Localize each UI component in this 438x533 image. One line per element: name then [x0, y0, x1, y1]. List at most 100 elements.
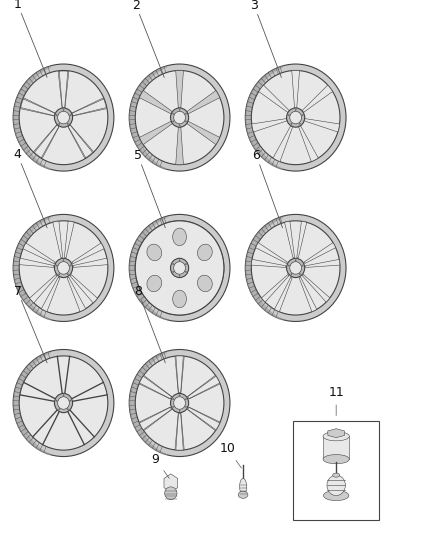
Ellipse shape [59, 409, 60, 410]
Ellipse shape [240, 479, 247, 495]
Ellipse shape [291, 273, 292, 274]
Text: 6: 6 [252, 149, 283, 228]
Polygon shape [68, 125, 93, 158]
Polygon shape [175, 356, 184, 392]
Polygon shape [176, 70, 184, 108]
Ellipse shape [13, 64, 114, 171]
Ellipse shape [333, 473, 340, 477]
Ellipse shape [54, 108, 73, 127]
Text: 10: 10 [220, 442, 241, 468]
Polygon shape [29, 274, 57, 303]
Ellipse shape [173, 406, 174, 407]
Ellipse shape [58, 262, 69, 274]
Text: 3: 3 [250, 0, 281, 77]
Polygon shape [259, 85, 290, 112]
Polygon shape [299, 126, 318, 161]
Ellipse shape [288, 115, 290, 116]
Polygon shape [175, 414, 184, 450]
Ellipse shape [286, 108, 305, 127]
Ellipse shape [67, 123, 68, 124]
Polygon shape [285, 221, 294, 257]
Ellipse shape [70, 115, 71, 116]
Polygon shape [303, 274, 330, 302]
Text: 5: 5 [134, 149, 165, 228]
Polygon shape [19, 258, 54, 268]
Polygon shape [328, 429, 345, 438]
Ellipse shape [19, 70, 108, 165]
Ellipse shape [286, 259, 305, 278]
Ellipse shape [185, 263, 187, 265]
Ellipse shape [129, 64, 230, 171]
Ellipse shape [170, 259, 189, 278]
Polygon shape [297, 221, 307, 257]
Polygon shape [72, 243, 104, 264]
Text: 1: 1 [14, 0, 47, 77]
Polygon shape [187, 375, 220, 399]
Polygon shape [304, 118, 339, 132]
Polygon shape [256, 243, 287, 263]
Ellipse shape [147, 275, 162, 292]
Bar [323, 436, 350, 459]
Ellipse shape [58, 111, 69, 124]
Ellipse shape [323, 432, 350, 441]
Ellipse shape [70, 265, 71, 266]
Polygon shape [58, 71, 69, 108]
Polygon shape [187, 91, 220, 114]
Polygon shape [299, 277, 317, 312]
Ellipse shape [56, 265, 57, 266]
Ellipse shape [291, 123, 292, 124]
Bar [293, 421, 379, 520]
Ellipse shape [179, 410, 180, 411]
Ellipse shape [19, 221, 108, 315]
Text: 7: 7 [14, 285, 47, 363]
Ellipse shape [245, 64, 346, 171]
Ellipse shape [179, 109, 180, 110]
Ellipse shape [59, 273, 60, 274]
Ellipse shape [58, 397, 69, 409]
Text: 11: 11 [328, 386, 344, 416]
Polygon shape [164, 474, 178, 492]
Polygon shape [273, 126, 293, 161]
Ellipse shape [56, 115, 57, 116]
Ellipse shape [290, 111, 301, 124]
Polygon shape [41, 277, 60, 312]
Polygon shape [64, 221, 74, 257]
Ellipse shape [174, 111, 185, 124]
Polygon shape [73, 258, 108, 268]
Polygon shape [302, 85, 332, 112]
Ellipse shape [170, 393, 189, 413]
Ellipse shape [174, 262, 185, 274]
Polygon shape [21, 98, 55, 116]
Ellipse shape [173, 113, 174, 114]
Ellipse shape [323, 455, 350, 464]
Polygon shape [261, 274, 289, 302]
Ellipse shape [179, 395, 180, 396]
Ellipse shape [238, 491, 248, 498]
Text: 2: 2 [132, 0, 164, 77]
Ellipse shape [179, 125, 180, 126]
Ellipse shape [173, 263, 174, 265]
Polygon shape [306, 260, 340, 268]
Ellipse shape [54, 393, 73, 413]
Ellipse shape [288, 265, 290, 266]
Polygon shape [252, 118, 287, 132]
Ellipse shape [173, 399, 174, 400]
Polygon shape [304, 243, 336, 263]
Ellipse shape [59, 123, 60, 124]
Ellipse shape [299, 123, 300, 124]
Polygon shape [176, 127, 184, 165]
Ellipse shape [173, 121, 174, 122]
Ellipse shape [198, 244, 212, 261]
Ellipse shape [185, 121, 187, 122]
Polygon shape [23, 243, 55, 264]
Polygon shape [187, 121, 220, 144]
Ellipse shape [67, 409, 68, 410]
Ellipse shape [290, 262, 301, 274]
Ellipse shape [185, 271, 187, 272]
Ellipse shape [135, 356, 224, 450]
Ellipse shape [165, 487, 177, 499]
Ellipse shape [295, 260, 296, 261]
Polygon shape [139, 91, 173, 114]
Ellipse shape [327, 475, 345, 496]
Ellipse shape [179, 275, 180, 276]
